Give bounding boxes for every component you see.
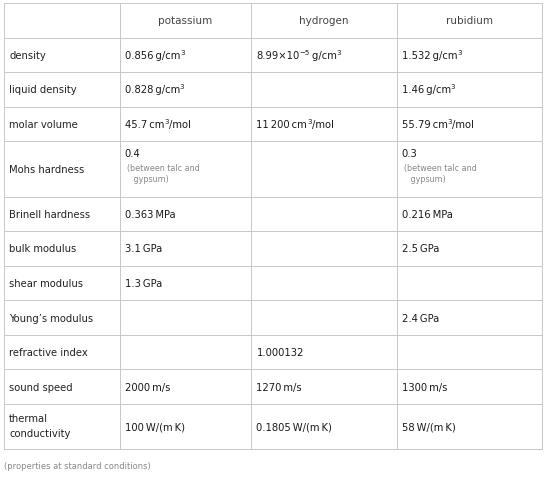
Text: 8.99×10: 8.99×10 [257, 51, 300, 61]
Text: 1.3 GPa: 1.3 GPa [124, 278, 162, 288]
Text: 3.1 GPa: 3.1 GPa [124, 244, 162, 254]
Text: /mol: /mol [312, 120, 334, 130]
Text: gypsum): gypsum) [130, 175, 168, 183]
Text: 1300 m/s: 1300 m/s [402, 382, 447, 392]
Text: 0.1805 W/(m K): 0.1805 W/(m K) [257, 421, 333, 432]
Text: 2.5 GPa: 2.5 GPa [402, 244, 439, 254]
Text: 3: 3 [180, 49, 185, 56]
Text: bulk modulus: bulk modulus [9, 244, 76, 254]
Text: 3: 3 [180, 84, 185, 90]
Text: /mol: /mol [452, 120, 474, 130]
Text: 58 W/(m K): 58 W/(m K) [402, 421, 455, 432]
Text: 3: 3 [457, 49, 462, 56]
Text: g/cm: g/cm [310, 51, 337, 61]
Text: 45.7 cm: 45.7 cm [124, 120, 164, 130]
Text: 1.46 g/cm: 1.46 g/cm [402, 85, 451, 95]
Text: density: density [9, 51, 46, 61]
Text: 0.3: 0.3 [402, 149, 418, 159]
Text: liquid density: liquid density [9, 85, 76, 95]
Text: (between talc and: (between talc and [127, 164, 199, 172]
Text: gypsum): gypsum) [408, 175, 446, 183]
Text: molar volume: molar volume [9, 120, 78, 130]
Text: 1.532 g/cm: 1.532 g/cm [402, 51, 457, 61]
Text: 3: 3 [337, 49, 341, 56]
Text: sound speed: sound speed [9, 382, 73, 392]
Text: (between talc and: (between talc and [403, 164, 477, 172]
Text: conductivity: conductivity [9, 428, 70, 438]
Text: 3: 3 [307, 119, 312, 124]
Text: 0.828 g/cm: 0.828 g/cm [124, 85, 180, 95]
Text: 0.363 MPa: 0.363 MPa [124, 209, 175, 219]
Text: potassium: potassium [158, 16, 213, 26]
Text: 11 200 cm: 11 200 cm [257, 120, 307, 130]
Text: 2.4 GPa: 2.4 GPa [402, 313, 439, 323]
Text: hydrogen: hydrogen [299, 16, 349, 26]
Text: 1.000132: 1.000132 [257, 348, 304, 358]
Text: 100 W/(m K): 100 W/(m K) [124, 421, 185, 432]
Text: /mol: /mol [169, 120, 191, 130]
Text: 3: 3 [448, 119, 452, 124]
Text: 1270 m/s: 1270 m/s [257, 382, 302, 392]
Text: rubidium: rubidium [446, 16, 493, 26]
Text: 2000 m/s: 2000 m/s [124, 382, 170, 392]
Text: Brinell hardness: Brinell hardness [9, 209, 90, 219]
Text: thermal: thermal [9, 413, 48, 423]
Text: −5: −5 [300, 49, 310, 56]
Text: 0.216 MPa: 0.216 MPa [402, 209, 453, 219]
Text: 0.4: 0.4 [124, 149, 140, 159]
Text: 3: 3 [451, 84, 455, 90]
Text: 3: 3 [164, 119, 169, 124]
Text: refractive index: refractive index [9, 348, 88, 358]
Text: Young’s modulus: Young’s modulus [9, 313, 93, 323]
Text: 0.856 g/cm: 0.856 g/cm [124, 51, 180, 61]
Text: Mohs hardness: Mohs hardness [9, 165, 84, 175]
Text: 55.79 cm: 55.79 cm [402, 120, 448, 130]
Text: (properties at standard conditions): (properties at standard conditions) [4, 462, 151, 470]
Text: shear modulus: shear modulus [9, 278, 83, 288]
